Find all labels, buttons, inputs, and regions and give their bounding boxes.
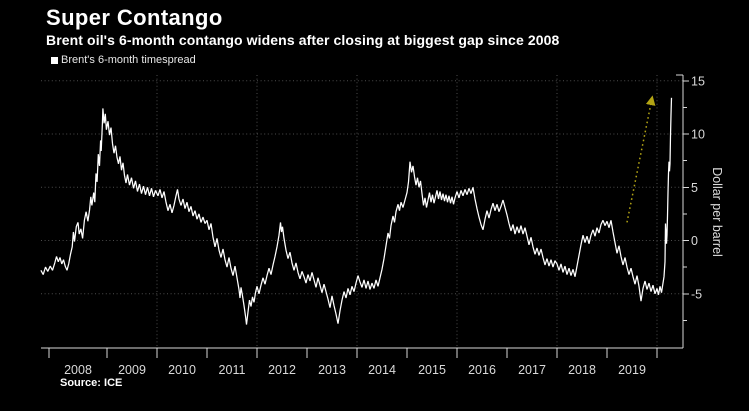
- x-tick-label: 2009: [118, 363, 146, 377]
- y-tick-label: -5: [691, 287, 702, 301]
- x-tick-label: 2013: [318, 363, 346, 377]
- gridlines: [41, 75, 683, 348]
- source-label: Source: ICE: [60, 377, 123, 389]
- axes: 2008 2009 2010 2011 2012 2013 2014 2015 2016 2017…: [41, 74, 705, 377]
- legend-label: Brent's 6-month timespread: [61, 54, 196, 66]
- chart-subtitle: Brent oil's 6-month contango widens afte…: [46, 32, 560, 48]
- y-tick-label: 0: [691, 234, 698, 248]
- series-line: [40, 97, 673, 325]
- x-tick-label: 2012: [268, 363, 296, 377]
- series: [40, 97, 673, 325]
- x-tick-label: 2014: [368, 363, 396, 377]
- page-title: Super Contango: [46, 5, 223, 30]
- x-tick-label: 2017: [518, 363, 546, 377]
- x-tick-label: 2016: [468, 363, 496, 377]
- legend-swatch-icon: [51, 56, 58, 64]
- x-tick-label: 2019: [618, 363, 646, 377]
- x-tick-label: 2010: [168, 363, 196, 377]
- trend-arrow: [626, 95, 656, 223]
- y-axis-title: Dollar per barrel: [710, 167, 724, 257]
- x-tick-label: 2018: [568, 363, 596, 377]
- y-tick-label: 15: [691, 74, 705, 88]
- x-tick-label: 2008: [64, 363, 92, 377]
- legend: Brent's 6-month timespread: [51, 54, 196, 66]
- y-tick-label: 5: [691, 181, 698, 195]
- x-tick-label: 2011: [219, 363, 246, 377]
- x-tick-label: 2015: [418, 363, 446, 377]
- y-tick-label: 10: [691, 128, 705, 142]
- annotations: [626, 95, 656, 223]
